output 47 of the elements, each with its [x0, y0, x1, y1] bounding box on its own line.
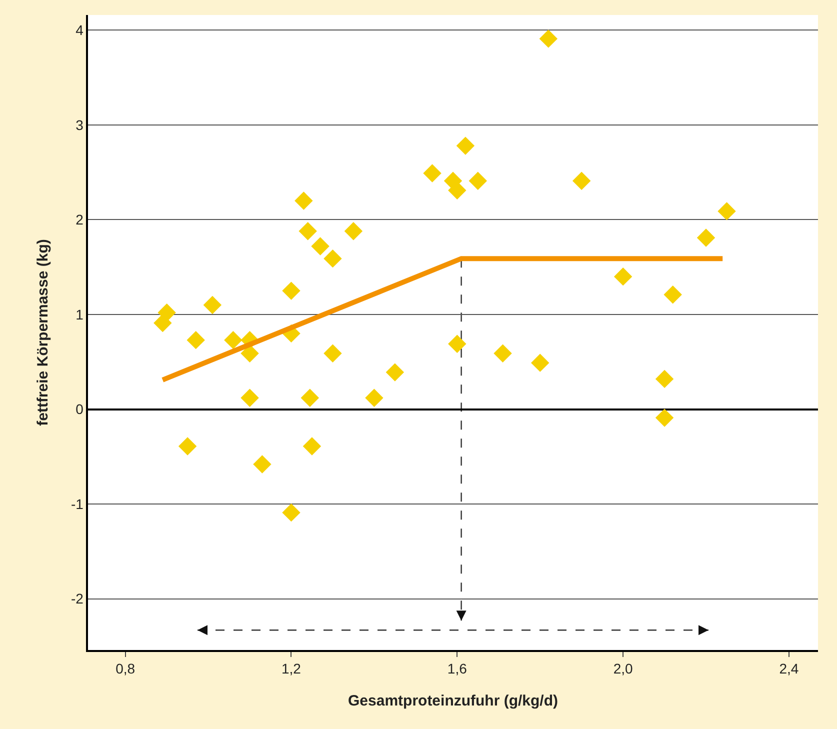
point: [311, 237, 330, 256]
x-tick-label: 2,0: [613, 660, 633, 677]
point: [423, 164, 442, 182]
point: [324, 344, 342, 362]
point: [302, 437, 322, 456]
y-tick-label: 0: [76, 401, 84, 418]
point: [614, 267, 632, 286]
point: [300, 388, 319, 407]
point: [344, 222, 363, 240]
point: [324, 249, 342, 268]
y-tick-label: 1: [76, 306, 84, 322]
y-tick-label: 4: [76, 22, 84, 38]
point: [664, 285, 682, 304]
point: [718, 202, 736, 220]
point: [365, 388, 384, 407]
point: [386, 363, 404, 382]
point: [572, 172, 591, 190]
point: [696, 228, 716, 247]
point: [468, 172, 487, 190]
point: [186, 330, 205, 350]
point: [448, 334, 466, 353]
x-tick-label: 0,8: [116, 660, 136, 677]
point: [655, 370, 674, 388]
point: [456, 136, 475, 155]
point: [494, 344, 512, 362]
point: [294, 192, 313, 210]
y-axis-title: fettfreie Körpermasse (kg): [34, 239, 52, 426]
y-tick-label: 2: [76, 212, 84, 228]
y-tick-label: -1: [70, 496, 84, 512]
point: [224, 330, 242, 350]
x-tick-label: 1,2: [282, 660, 302, 677]
x-tick-label: 2,4: [779, 660, 799, 677]
y-tick-label: 3: [76, 116, 84, 133]
point: [240, 388, 259, 407]
point: [298, 222, 317, 240]
point: [158, 304, 176, 322]
point: [282, 282, 300, 300]
point: [203, 296, 222, 314]
point: [655, 408, 674, 427]
point: [282, 503, 300, 522]
point: [253, 455, 272, 474]
x-axis-title: Gesamtproteinzufuhr (g/kg/d): [348, 692, 558, 710]
point: [539, 30, 558, 48]
y-tick-label: -2: [70, 590, 84, 607]
x-tick-label: 1,6: [447, 660, 468, 677]
point: [531, 354, 550, 372]
point: [178, 437, 197, 456]
